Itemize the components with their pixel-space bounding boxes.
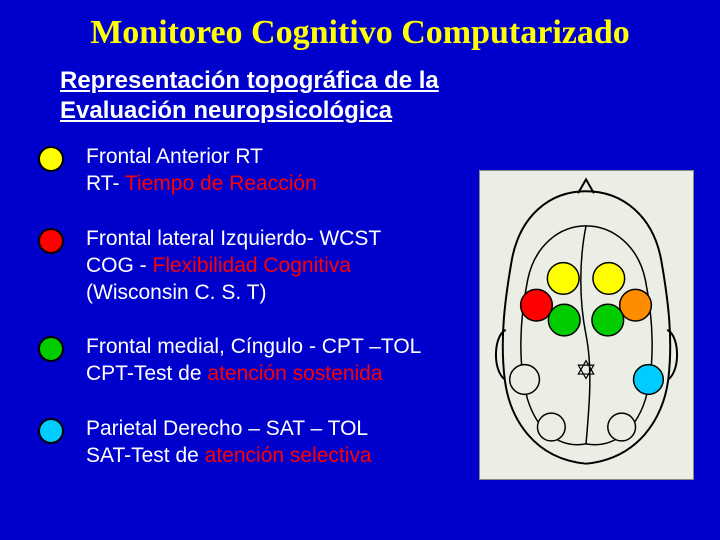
slide-title: Monitoreo Cognitivo Computarizado	[0, 0, 720, 60]
legend-text: Frontal lateral Izquierdo- WCSTCOG - Fle…	[86, 226, 381, 307]
slide-subtitle: Representación topográfica de la Evaluac…	[0, 60, 720, 144]
legend-bullet-icon	[38, 336, 64, 362]
legend-bullet-icon	[38, 146, 64, 172]
brain-node-icon	[593, 263, 625, 295]
brain-node-icon	[547, 263, 579, 295]
brain-node-icon	[510, 365, 540, 395]
brain-node-icon	[521, 289, 553, 321]
brain-node-icon	[608, 413, 636, 441]
brain-outline	[503, 191, 670, 463]
brain-node-icon	[548, 304, 580, 336]
legend-text: Frontal Anterior RTRT- Tiempo de Reacció…	[86, 144, 317, 198]
brain-panel	[479, 170, 694, 480]
legend-text: Frontal medial, Cíngulo - CPT –TOLCPT-Te…	[86, 334, 421, 388]
brain-node-icon	[592, 304, 624, 336]
legend-bullet-icon	[38, 418, 64, 444]
brain-diagram	[480, 171, 693, 479]
legend-text: Parietal Derecho – SAT – TOLSAT-Test de …	[86, 416, 372, 470]
legend-bullet-icon	[38, 228, 64, 254]
brain-node-icon	[620, 289, 652, 321]
brain-node-icon	[537, 413, 565, 441]
brain-node-icon	[634, 365, 664, 395]
